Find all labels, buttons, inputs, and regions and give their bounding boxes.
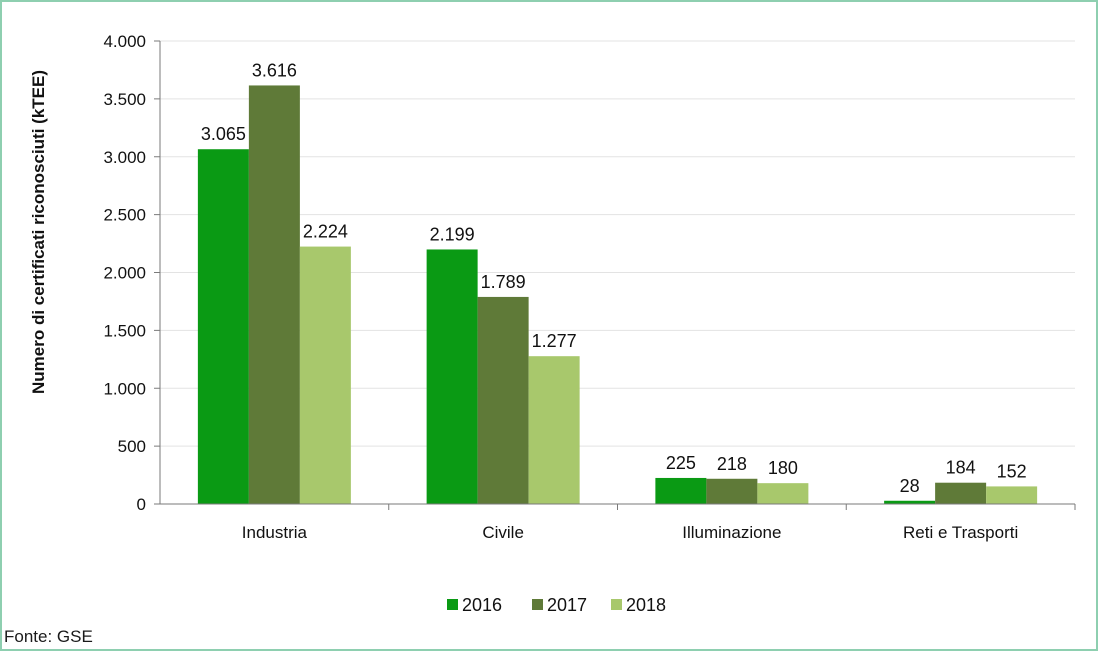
legend-swatch xyxy=(611,599,622,610)
y-tick-label: 500 xyxy=(118,437,146,456)
y-tick-labels: 0 500 1.000 1.500 2.000 2.500 3.000 3.500 4.000 xyxy=(103,32,146,514)
bar-2018 xyxy=(528,356,580,504)
x-tick-label: Reti e Trasporti xyxy=(903,523,1018,542)
x-tick-label: Industria xyxy=(242,523,308,542)
bar-2017 xyxy=(477,296,529,504)
bar-2016 xyxy=(197,149,249,504)
bar-2018 xyxy=(299,246,351,504)
legend-label: 2018 xyxy=(626,595,666,615)
data-label: 3.065 xyxy=(201,124,246,144)
y-tick-label: 1.500 xyxy=(103,321,146,340)
data-label: 152 xyxy=(997,461,1027,481)
y-tick-label: 2.500 xyxy=(103,206,146,225)
bar-2017 xyxy=(248,85,300,504)
data-label: 2.199 xyxy=(430,224,475,244)
data-label: 180 xyxy=(768,458,798,478)
legend-swatch xyxy=(532,599,543,610)
bar-2018 xyxy=(757,483,809,504)
data-labels: 3.065 3.616 2.224 2.199 1.789 1.277 225 218 180 2… xyxy=(201,60,1027,495)
data-label: 1.789 xyxy=(481,272,526,292)
bar-chart: 05001.0001.5002.0002.5003.0003.5004.000 … xyxy=(29,32,1076,615)
bar-2016 xyxy=(884,500,936,504)
legend-label: 2016 xyxy=(462,595,502,615)
bar-2017 xyxy=(935,482,987,504)
data-label: 2.224 xyxy=(303,222,348,242)
legend: 2016 2017 2018 xyxy=(447,595,666,615)
legend-label: 2017 xyxy=(547,595,587,615)
axes xyxy=(154,40,1076,510)
x-tick-label: Illuminazione xyxy=(682,523,781,542)
y-tick-label: 3.000 xyxy=(103,148,146,167)
y-axis-label: Numero di certificati riconosciuti (kTEE… xyxy=(29,70,48,394)
data-label: 184 xyxy=(946,458,976,478)
data-label: 28 xyxy=(900,476,920,496)
bar-2016 xyxy=(426,249,478,504)
data-label: 225 xyxy=(666,453,696,473)
legend-swatch xyxy=(447,599,458,610)
source-note: Fonte: GSE xyxy=(4,627,93,646)
data-label: 1.277 xyxy=(532,331,577,351)
y-tick-label: 2.000 xyxy=(103,264,146,283)
y-tick-label: 1.000 xyxy=(103,379,146,398)
bars xyxy=(197,85,1038,504)
data-label: 218 xyxy=(717,454,747,474)
y-tick-label: 3.500 xyxy=(103,90,146,109)
y-tick-label: 0 xyxy=(137,495,146,514)
x-tick-labels: Industria Civile Illuminazione Reti e Trasp… xyxy=(242,523,1018,542)
y-tick-label: 4.000 xyxy=(103,32,146,51)
bar-2018 xyxy=(986,486,1038,504)
bar-2016 xyxy=(655,477,707,504)
data-label: 3.616 xyxy=(252,60,297,80)
bar-2017 xyxy=(706,478,758,504)
x-tick-label: Civile xyxy=(482,523,524,542)
